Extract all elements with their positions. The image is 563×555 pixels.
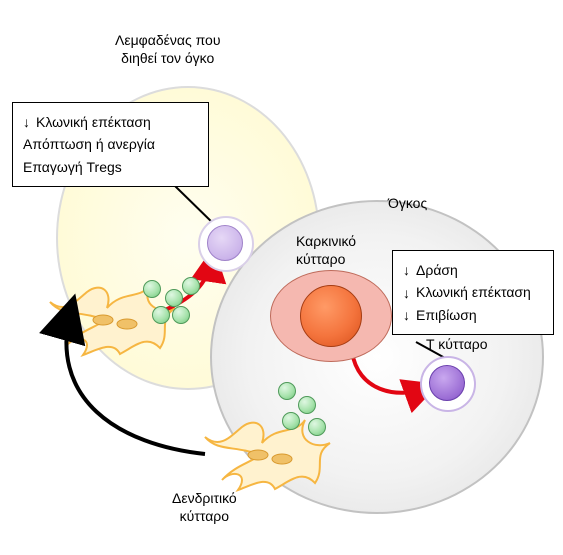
right-info-box: ↓ Δράση ↓ Κλωνική επέκταση ↓ Επιβίωση <box>392 250 554 335</box>
left-box-line1: Κλωνική επέκταση <box>36 111 151 133</box>
lymph-node-label-line1: Λεμφαδένας που <box>115 32 221 48</box>
right-box-line2: Κλωνική επέκταση <box>416 281 531 303</box>
right-box-line3: Επιβίωση <box>416 304 477 326</box>
cancer-cell-label-line1: Καρκινικό <box>296 233 356 249</box>
left-info-box: ↓ Κλωνική επέκταση Απόπτωση ή ανεργία Eπ… <box>12 102 209 187</box>
tumor-label-text: Όγκος <box>388 195 427 211</box>
down-arrow-icon: ↓ <box>23 115 30 129</box>
exosome-dot <box>165 289 183 307</box>
lymph-node-label: Λεμφαδένας που διηθεί τον όγκο <box>115 32 221 67</box>
lymph-node-label-line2: διηθεί τον όγκο <box>121 50 214 66</box>
cancer-cell-label: Καρκινικό κύτταρο <box>296 233 356 268</box>
exosome-dot <box>282 412 300 430</box>
down-arrow-icon: ↓ <box>403 263 410 277</box>
t-cell <box>420 356 472 408</box>
exosome-dot <box>143 280 161 298</box>
exosome-dot <box>298 396 316 414</box>
cancer-cell <box>270 270 390 360</box>
dendritic-label-line2: κύτταρο <box>180 508 229 524</box>
exosome-dot <box>152 306 170 324</box>
left-box-line2: Απόπτωση ή ανεργία <box>23 133 198 155</box>
down-arrow-icon: ↓ <box>403 286 410 300</box>
t-cell-label-text: Τ κύτταρο <box>426 336 488 352</box>
down-arrow-icon: ↓ <box>403 308 410 322</box>
tumor-label: Όγκος <box>388 195 427 213</box>
left-box-line3: Eπαγωγή Tregs <box>23 156 198 178</box>
exosome-dot <box>308 418 326 436</box>
exosome-dot <box>278 382 296 400</box>
exosome-dot <box>182 277 200 295</box>
t-cell-label: Τ κύτταρο <box>426 336 488 354</box>
exosome-dot <box>172 306 190 324</box>
dendritic-label: Δενδριτικό κύτταρο <box>172 490 237 525</box>
lymph-t-cell <box>198 216 250 268</box>
right-box-line1: Δράση <box>416 259 458 281</box>
dendritic-label-line1: Δενδριτικό <box>172 490 237 506</box>
cancer-cell-label-line2: κύτταρο <box>296 251 345 267</box>
